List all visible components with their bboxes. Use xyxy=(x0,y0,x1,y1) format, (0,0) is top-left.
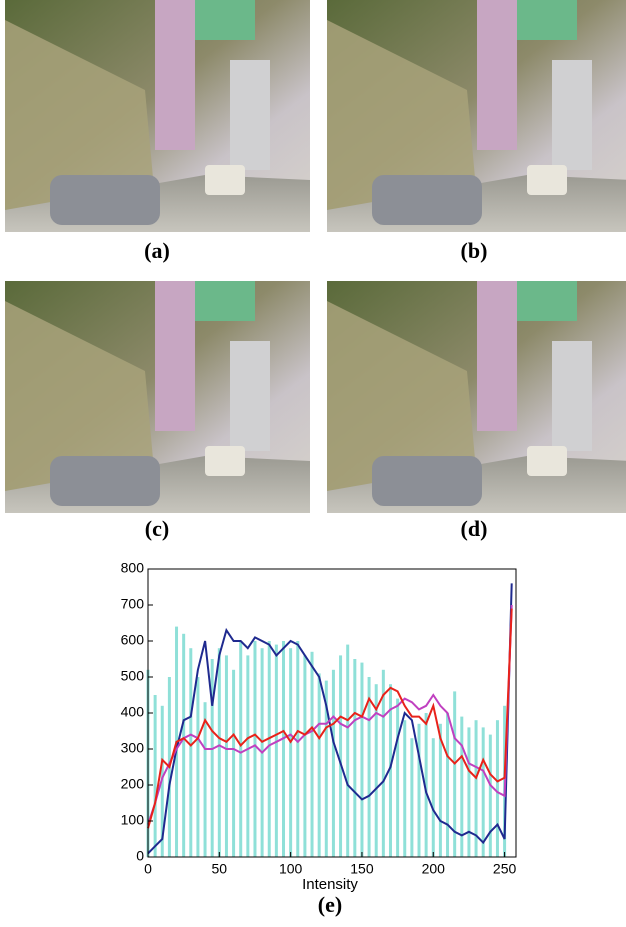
histogram-bar xyxy=(289,648,292,857)
page: (a) (b) (c) (d) (e) Intensity 0 100 200 300… xyxy=(0,0,626,927)
caption: (d) xyxy=(461,516,488,541)
y-tick-label: 700 xyxy=(121,596,145,612)
series-line xyxy=(148,605,512,825)
series-line xyxy=(148,583,512,853)
photo xyxy=(327,0,626,232)
histogram-bar xyxy=(303,655,306,857)
y-tick-label: 0 xyxy=(136,848,144,864)
histogram-bar xyxy=(253,641,256,857)
x-tick-label: 250 xyxy=(493,861,517,877)
photo xyxy=(5,281,310,513)
histogram-bar xyxy=(418,724,421,857)
histogram-bar xyxy=(360,663,363,857)
y-tick-label: 600 xyxy=(121,632,145,648)
caption: (a) xyxy=(144,238,170,263)
histogram-bar xyxy=(232,670,235,857)
x-tick-label: 50 xyxy=(212,861,228,877)
series-line xyxy=(148,609,512,829)
y-tick-label: 200 xyxy=(121,776,145,792)
histogram-bar xyxy=(496,720,499,857)
caption: (b) xyxy=(461,238,488,263)
histogram-bar xyxy=(346,645,349,857)
histogram-bar xyxy=(239,641,242,857)
y-tick-label: 800 xyxy=(121,560,145,576)
y-tick-label: 300 xyxy=(121,740,145,756)
histogram-bar xyxy=(489,735,492,857)
figure: (a) (b) (c) (d) (e) Intensity 0 100 200 300… xyxy=(0,0,626,927)
histogram-bar xyxy=(296,641,299,857)
photo xyxy=(327,281,626,513)
histogram-bar xyxy=(439,724,442,857)
histogram-bar xyxy=(446,713,449,857)
histogram-bar xyxy=(318,673,321,857)
x-axis-label: Intensity xyxy=(302,876,358,893)
histogram-bar xyxy=(275,645,278,857)
histogram-bar xyxy=(332,670,335,857)
y-tick-label: 100 xyxy=(121,812,145,828)
histogram-bar xyxy=(410,738,413,857)
histogram-bar xyxy=(189,648,192,857)
histogram-bar xyxy=(482,727,485,857)
histogram-bar xyxy=(353,659,356,857)
histogram-bar xyxy=(339,655,342,857)
histogram-bar xyxy=(396,699,399,857)
y-tick-label: 400 xyxy=(121,704,145,720)
histogram-bar xyxy=(268,641,271,857)
x-tick-label: 200 xyxy=(422,861,446,877)
histogram-bar xyxy=(432,738,435,857)
histogram-bar xyxy=(311,652,314,857)
histogram-bar xyxy=(154,695,157,857)
x-tick-label: 0 xyxy=(144,861,152,877)
histogram-bar xyxy=(182,634,185,857)
caption: (c) xyxy=(145,516,169,541)
x-tick-label: 150 xyxy=(350,861,374,877)
histogram-bar xyxy=(225,655,228,857)
histogram-bar xyxy=(282,641,285,857)
histogram-bar xyxy=(218,648,221,857)
histogram-bar xyxy=(467,727,470,857)
x-tick-label: 100 xyxy=(279,861,303,877)
caption: (e) xyxy=(318,892,342,917)
histogram-bar xyxy=(403,720,406,857)
photo xyxy=(5,0,310,232)
histogram-bar xyxy=(196,677,199,857)
histogram-bar xyxy=(246,655,249,857)
y-tick-label: 500 xyxy=(121,668,145,684)
